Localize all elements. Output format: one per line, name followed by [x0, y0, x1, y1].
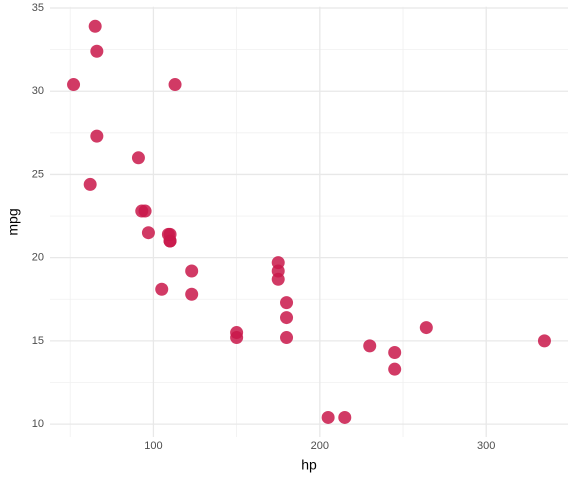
y-tick-label: 10: [32, 418, 44, 430]
point: [338, 410, 352, 424]
point: [271, 256, 285, 270]
point: [90, 44, 104, 58]
point: [141, 226, 155, 240]
point: [161, 227, 175, 241]
point: [537, 334, 551, 348]
point: [419, 321, 433, 335]
point: [138, 204, 152, 218]
point: [90, 129, 104, 143]
point: [388, 346, 402, 360]
point: [230, 331, 244, 345]
point: [185, 264, 199, 278]
y-tick-label: 30: [32, 85, 44, 97]
x-tick-label: 300: [477, 440, 495, 452]
x-axis-label: hp: [301, 457, 317, 473]
point: [280, 296, 294, 310]
point: [280, 311, 294, 325]
y-tick-label: 35: [32, 2, 44, 14]
point: [88, 19, 102, 33]
y-tick-label: 25: [32, 168, 44, 180]
point: [131, 151, 145, 165]
point: [321, 410, 335, 424]
point: [363, 339, 377, 353]
y-tick-label: 20: [32, 252, 44, 264]
y-tick-label: 15: [32, 335, 44, 347]
point: [67, 78, 81, 92]
y-axis-label: mpg: [5, 208, 21, 235]
point: [155, 282, 169, 296]
point: [83, 177, 97, 191]
point: [280, 331, 294, 345]
point: [185, 287, 199, 301]
x-tick-label: 100: [144, 440, 162, 452]
x-tick-label: 200: [311, 440, 329, 452]
point: [388, 362, 402, 376]
point: [168, 78, 182, 92]
